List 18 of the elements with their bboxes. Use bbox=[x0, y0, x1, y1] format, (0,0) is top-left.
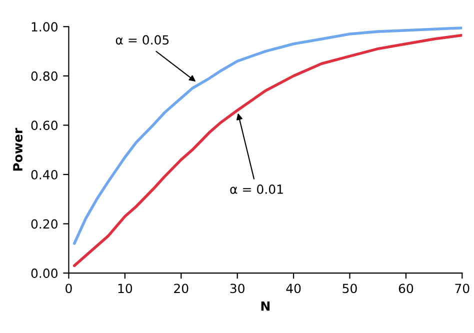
y-tick-label: 0.00 bbox=[31, 268, 58, 278]
x-tick-label: 10 bbox=[118, 284, 132, 294]
y-tick-label: 0.80 bbox=[31, 71, 58, 81]
x-tick-label: 30 bbox=[230, 284, 244, 294]
y-axis-title: Power bbox=[13, 128, 23, 171]
annotation: α = 0.01 bbox=[230, 184, 283, 194]
y-tick-label: 0.60 bbox=[31, 120, 58, 130]
x-tick-label: 20 bbox=[174, 284, 188, 294]
x-tick-label: 40 bbox=[286, 284, 301, 294]
x-tick-label: 50 bbox=[342, 284, 357, 294]
x-tick-label: 60 bbox=[398, 284, 414, 294]
y-tick-label: 0.20 bbox=[31, 219, 58, 229]
y-tick-label: 1.00 bbox=[32, 22, 58, 32]
x-axis-title: N bbox=[261, 302, 270, 311]
x-tick-label: 70 bbox=[455, 284, 470, 294]
y-tick-label: 0.40 bbox=[31, 170, 58, 180]
x-tick-label: 0 bbox=[66, 284, 72, 294]
annotation: α = 0.05 bbox=[116, 35, 169, 45]
